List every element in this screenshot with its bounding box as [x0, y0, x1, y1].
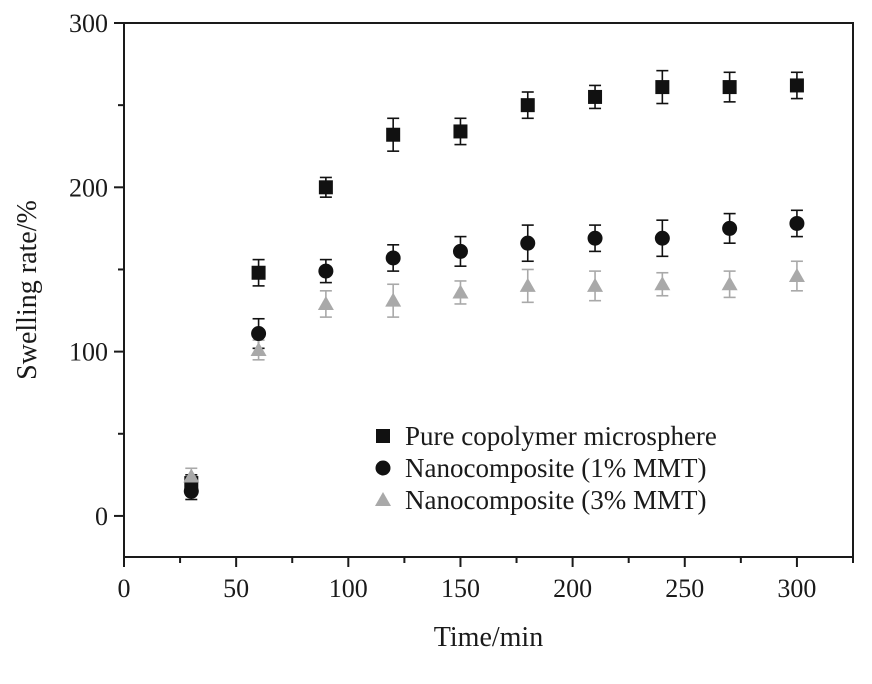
x-axis-title: Time/min: [434, 622, 543, 653]
legend-marker-series-3: [375, 492, 391, 506]
data-point-series-1: [722, 80, 737, 95]
data-point-series-3: [788, 268, 805, 283]
x-tick-label: 250: [665, 574, 704, 603]
y-tick-label: 100: [69, 338, 108, 367]
data-point-series-1: [453, 124, 468, 139]
data-point-series-3: [519, 277, 536, 292]
y-axis-title: Swelling rate/%: [12, 200, 43, 380]
data-point-series-2: [385, 250, 401, 266]
data-point-series-1: [789, 78, 804, 93]
data-point-series-3: [721, 276, 738, 291]
x-tick-label: 100: [329, 574, 368, 603]
data-point-series-3: [654, 276, 671, 291]
markers-group: [183, 78, 805, 499]
data-point-series-2: [452, 243, 468, 259]
y-tick-label: 200: [69, 173, 108, 202]
data-point-series-3: [317, 295, 334, 310]
data-point-series-1: [520, 98, 535, 113]
data-point-series-1: [318, 180, 333, 195]
legend: Pure copolymer microsphereNanocomposite …: [375, 421, 717, 515]
data-point-series-3: [385, 292, 402, 307]
legend-label-series-3: Nanocomposite (3% MMT): [405, 485, 706, 515]
data-point-series-3: [587, 277, 604, 292]
data-point-series-2: [722, 220, 738, 236]
data-point-series-2: [587, 230, 603, 246]
data-point-series-3: [250, 341, 267, 356]
data-point-series-2: [654, 230, 670, 246]
axes-group: 0 50 100 150 200 250 300 0 100 200 300: [69, 9, 854, 603]
x-tick-label: 150: [441, 574, 480, 603]
x-tick-label: 50: [223, 574, 249, 603]
data-point-series-1: [588, 89, 603, 104]
data-point-series-2: [520, 235, 536, 251]
legend-marker-series-1: [376, 429, 390, 443]
data-point-series-1: [655, 80, 670, 95]
data-point-series-3: [183, 468, 200, 483]
data-point-series-2: [183, 483, 199, 499]
data-point-series-2: [251, 326, 267, 342]
legend-label-series-2: Nanocomposite (1% MMT): [405, 453, 706, 483]
data-point-series-3: [452, 284, 469, 299]
data-point-series-1: [251, 265, 266, 280]
x-tick-label: 200: [553, 574, 592, 603]
data-point-series-2: [318, 263, 334, 279]
data-point-series-2: [789, 215, 805, 231]
legend-marker-series-2: [375, 460, 391, 476]
plot-frame: [123, 22, 854, 558]
data-point-series-1: [386, 127, 401, 142]
legend-label-series-1: Pure copolymer microsphere: [405, 421, 717, 451]
x-tick-label: 0: [118, 574, 131, 603]
y-tick-label: 0: [95, 502, 108, 531]
x-tick-label: 300: [777, 574, 816, 603]
y-tick-label: 300: [69, 9, 108, 38]
